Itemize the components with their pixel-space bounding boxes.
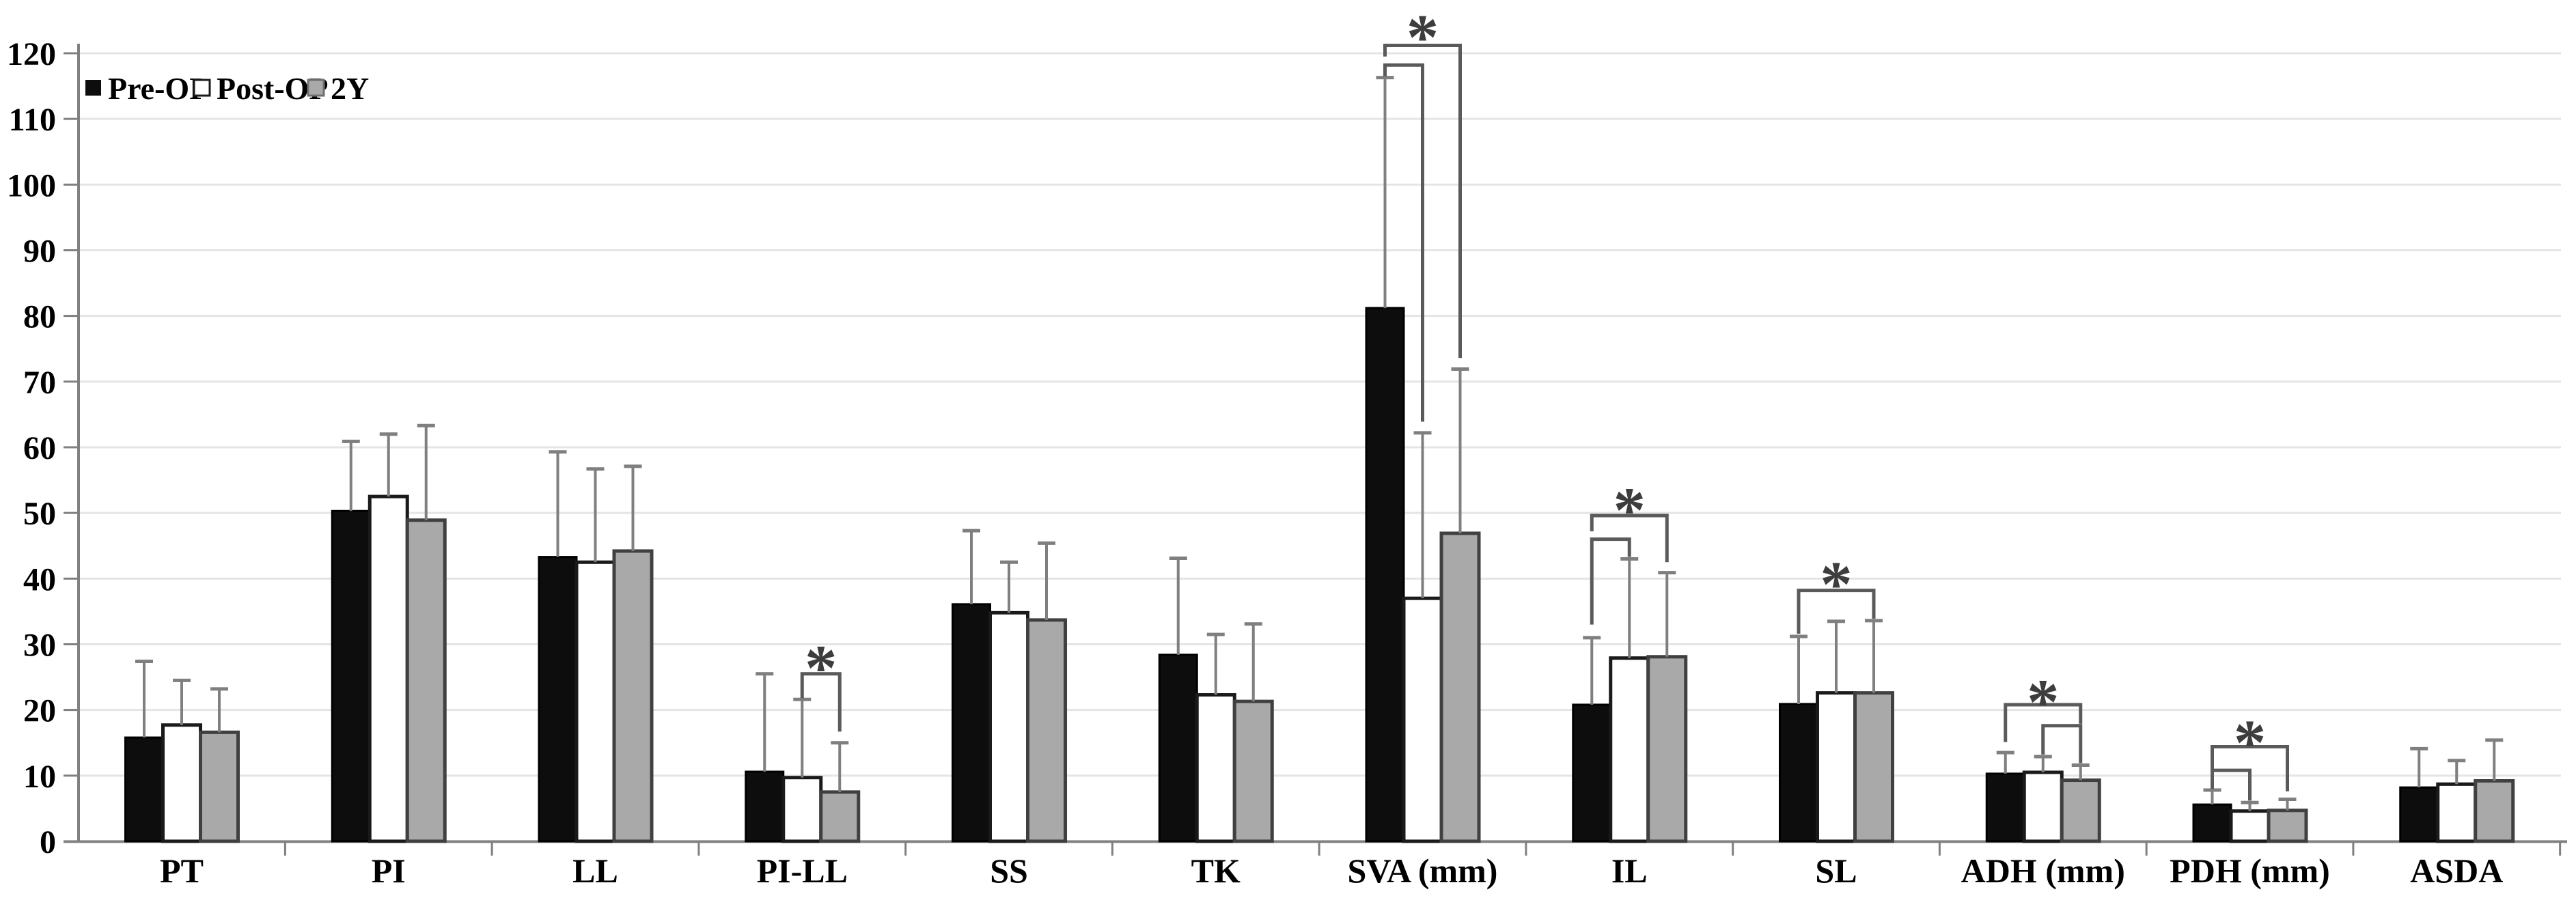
significance-bracket-pdh-mm [2211,768,2252,801]
category-label-ll: LL [572,852,618,890]
significance-star-adh-mm: * [2027,666,2060,738]
significance-bracket-sva-mm [1383,63,1424,422]
y-axis-label-80: 80 [23,299,56,335]
bar-pre-op-tk [1158,653,1198,843]
bar-2y-tk [1232,699,1274,843]
bar-post-op-il [1609,656,1650,843]
significance-bracket-adh-mm [2041,724,2083,763]
bar-post-op-pi [368,494,409,843]
bar-pre-op-adh-mm [1985,772,2025,843]
legend-swatch-pre-op [85,80,101,96]
legend-label-pre-op: Pre-OP [108,71,208,106]
y-axis-label-110: 110 [9,102,56,138]
bar-pre-op-pdh-mm [2192,803,2232,843]
y-axis-label-100: 100 [7,167,56,203]
y-axis-label-30: 30 [23,628,56,664]
bar-post-op-ll [574,560,616,843]
legend-swatch-post-op [193,79,211,97]
bar-post-op-pt [161,723,202,843]
bar-2y-ll [612,549,654,843]
y-axis-label-40: 40 [23,561,56,597]
bar-pre-op-sva-mm [1365,307,1405,843]
category-label-pdh-mm: PDH (mm) [2170,852,2330,890]
bar-post-op-adh-mm [2022,770,2064,843]
significance-bracket-pdh-mm [2211,745,2289,791]
bar-2y-pi [405,518,447,843]
category-label-sl: SL [1815,852,1857,890]
bar-pre-op-ll [538,556,578,843]
bar-pre-op-il [1572,703,1612,843]
significance-bracket-sva-mm [1383,43,1462,358]
bar-pre-op-ss [952,603,991,843]
bar-pre-op-sl [1779,703,1818,843]
legend-swatch-2y [307,79,325,97]
y-axis-label-50: 50 [23,496,56,532]
bar-pre-op-pi [331,509,371,843]
bar-post-op-sl [1816,691,1857,843]
legend-label-2y: 2Y [331,71,369,106]
category-label-tk: TK [1191,852,1241,890]
category-label-adh-mm: ADH (mm) [1961,852,2125,890]
category-label-pi: PI [372,852,406,890]
bar-2y-pt [199,730,240,843]
bar-2y-il [1646,655,1688,843]
category-label-pi-ll: PI-LL [757,852,848,890]
y-axis-label-20: 20 [23,693,56,729]
y-axis-label-10: 10 [23,759,56,795]
significance-star-sva-mm: * [1407,1,1439,74]
y-axis-label-120: 120 [7,36,56,72]
bar-2y-ss [1026,618,1067,843]
y-axis-label-60: 60 [23,430,56,466]
bar-2y-sva-mm [1439,531,1481,843]
bar-pre-op-pt [124,736,164,843]
category-label-pt: PT [160,852,204,890]
significance-star-pdh-mm: * [2234,706,2267,778]
significance-bracket-il [1590,537,1631,625]
bar-post-op-pi-ll [781,776,823,843]
category-label-ss: SS [990,852,1028,890]
bar-2y-asda [2474,779,2515,843]
significance-bracket-il [1590,514,1669,563]
bar-post-op-pdh-mm [2229,809,2271,843]
bar-post-op-asda [2436,782,2478,843]
bar-post-op-tk [1195,693,1236,843]
y-axis-label-0: 0 [40,824,56,860]
significance-star-pi-ll: * [805,632,837,704]
significance-bracket-adh-mm [2004,703,2083,742]
significance-star-il: * [1614,474,1646,546]
bar-2y-pi-ll [819,790,861,843]
bar-pre-op-pi-ll [745,770,785,843]
significance-bracket-pi-ll [800,672,842,732]
bar-post-op-ss [988,610,1029,843]
category-label-il: IL [1611,852,1648,890]
bar-2y-adh-mm [2060,778,2101,843]
y-axis-label-90: 90 [23,234,56,270]
significance-bracket-sl [1797,589,1876,634]
significance-star-sl: * [1820,548,1853,621]
category-label-asda: ASDA [2410,852,2503,890]
bar-pre-op-asda [2399,786,2439,843]
category-label-sva-mm: SVA (mm) [1348,852,1498,890]
bar-2y-sl [1853,691,1894,843]
bar-2y-pdh-mm [2267,808,2308,843]
y-axis-label-70: 70 [23,365,56,401]
bar-post-op-sva-mm [1402,596,1443,843]
